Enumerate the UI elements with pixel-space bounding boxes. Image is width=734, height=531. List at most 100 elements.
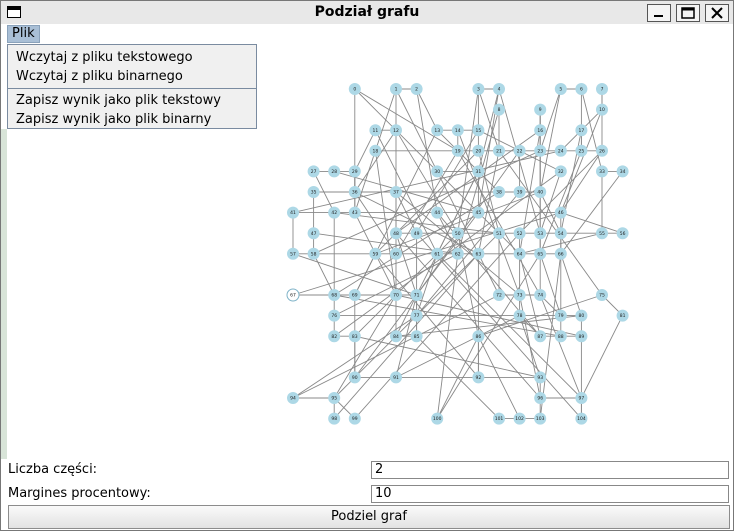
graph-node-label: 46 <box>558 210 564 216</box>
graph-edge <box>395 315 520 378</box>
menu-plik[interactable]: Plik <box>7 25 40 43</box>
parts-input[interactable]: 2 <box>371 461 729 479</box>
graph-node-circle <box>287 392 299 404</box>
menu-item-save-binary[interactable]: Zapisz wynik jako plik binarny <box>16 112 212 127</box>
graph-node-circle <box>369 144 382 157</box>
graph-node-7: 7 <box>596 83 608 95</box>
graph-edge <box>416 335 500 419</box>
graph-edge <box>539 253 562 419</box>
graph-node-label: 93 <box>537 375 543 381</box>
graph-node-circle <box>328 289 341 301</box>
graph-node-label: 67 <box>290 293 296 299</box>
graph-node-88: 88 <box>554 330 567 343</box>
graph-node-circle <box>616 227 629 240</box>
graph-node-label: 61 <box>434 251 440 257</box>
menu-item-save-text[interactable]: Zapisz wynik jako plik tekstowy <box>16 93 221 108</box>
window-title: Podział grafu <box>314 4 420 20</box>
graph-node-label: 4 <box>498 87 501 93</box>
graph-edge <box>292 294 500 399</box>
graph-node-circle <box>431 247 444 260</box>
graph-node-label: 62 <box>455 251 461 257</box>
graph-edge <box>354 129 376 172</box>
graph-node-label: 32 <box>558 169 564 175</box>
menu-item-load-binary[interactable]: Wczytaj z pliku binarnego <box>16 69 183 84</box>
graph-node-51: 51 <box>493 227 505 240</box>
graph-edge <box>313 253 335 296</box>
graph-node-circle <box>575 309 588 322</box>
graph-node-circle <box>287 247 299 260</box>
graph-edge <box>395 315 582 337</box>
graph-node-circle <box>513 144 526 157</box>
graph-node-circle <box>493 186 505 198</box>
file-menu-dropdown: Wczytaj z pliku tekstowego Wczytaj z pli… <box>7 44 257 129</box>
graph-node-33: 33 <box>596 165 608 178</box>
graph-edge <box>580 88 603 172</box>
graph-node-label: 44 <box>434 210 440 216</box>
graph-node-56: 56 <box>616 227 629 240</box>
partition-graph-button[interactable]: Podziel graf <box>8 505 730 529</box>
graph-node-label: 100 <box>433 416 442 422</box>
graph-node-circle <box>493 103 505 116</box>
graph-node-circle <box>534 289 547 301</box>
margin-label: Margines procentowy: <box>8 486 151 501</box>
graph-edge <box>354 150 376 213</box>
graph-node-circle <box>286 288 300 302</box>
graph-node-label: 68 <box>331 293 337 299</box>
graph-node-circle <box>328 330 341 343</box>
maximize-button[interactable] <box>676 4 700 22</box>
graph-node-96: 96 <box>534 392 547 404</box>
graph-edge <box>292 253 417 296</box>
menu-separator <box>8 88 256 89</box>
graph-node-3: 3 <box>472 83 485 95</box>
graph-node-87: 87 <box>534 330 547 343</box>
graph-node-label: 16 <box>537 128 543 134</box>
graph-node-74: 74 <box>534 289 547 301</box>
graph-node-label: 80 <box>579 313 585 319</box>
graph-node-circle <box>575 124 588 137</box>
graph-node-97: 97 <box>575 392 588 404</box>
graph-node-circle <box>472 206 485 219</box>
graph-node-label: 102 <box>515 416 524 422</box>
graph-node-label: 17 <box>579 128 585 134</box>
menu-item-load-text[interactable]: Wczytaj z pliku tekstowego <box>16 50 193 65</box>
graph-node-label: 99 <box>352 416 358 422</box>
graph-node-label: 33 <box>599 169 605 175</box>
graph-node-30: 30 <box>431 165 444 178</box>
close-button[interactable] <box>705 4 729 22</box>
graph-node-8: 8 <box>493 103 505 116</box>
graph-edge <box>416 191 520 316</box>
graph-node-67: 67 <box>286 288 300 302</box>
graph-node-label: 51 <box>496 231 502 237</box>
graph-node-68: 68 <box>328 289 341 301</box>
graph-node-label: 25 <box>579 148 585 154</box>
graph-edge <box>498 88 541 234</box>
graph-node-43: 43 <box>348 206 361 219</box>
graph-node-label: 21 <box>496 148 502 154</box>
graph-node-circle <box>472 165 485 178</box>
graph-node-54: 54 <box>554 227 567 240</box>
graph-node-32: 32 <box>554 165 567 178</box>
graph-node-22: 22 <box>513 144 526 157</box>
graph-node-label: 37 <box>393 190 399 196</box>
graph-node-label: 47 <box>311 231 317 237</box>
graph-edge <box>354 88 459 152</box>
graph-node-circle <box>493 227 505 240</box>
graph-node-circle <box>472 124 485 137</box>
graph-node-5: 5 <box>554 83 567 95</box>
graph-node-86: 86 <box>472 330 485 343</box>
graph-node-label: 58 <box>311 251 317 257</box>
graph-node-label: 39 <box>517 190 523 196</box>
graph-node-label: 75 <box>599 293 605 299</box>
graph-edge <box>477 88 500 151</box>
graph-node-circle <box>596 289 608 301</box>
graph-node-circle <box>328 309 341 322</box>
graph-node-77: 77 <box>410 309 423 322</box>
graph-edge <box>416 150 520 296</box>
graph-node-99: 99 <box>348 412 361 425</box>
graph-node-circle <box>451 124 464 137</box>
graph-node-label: 89 <box>579 334 585 340</box>
margin-input[interactable]: 10 <box>371 485 729 503</box>
minimize-button[interactable] <box>647 4 671 22</box>
